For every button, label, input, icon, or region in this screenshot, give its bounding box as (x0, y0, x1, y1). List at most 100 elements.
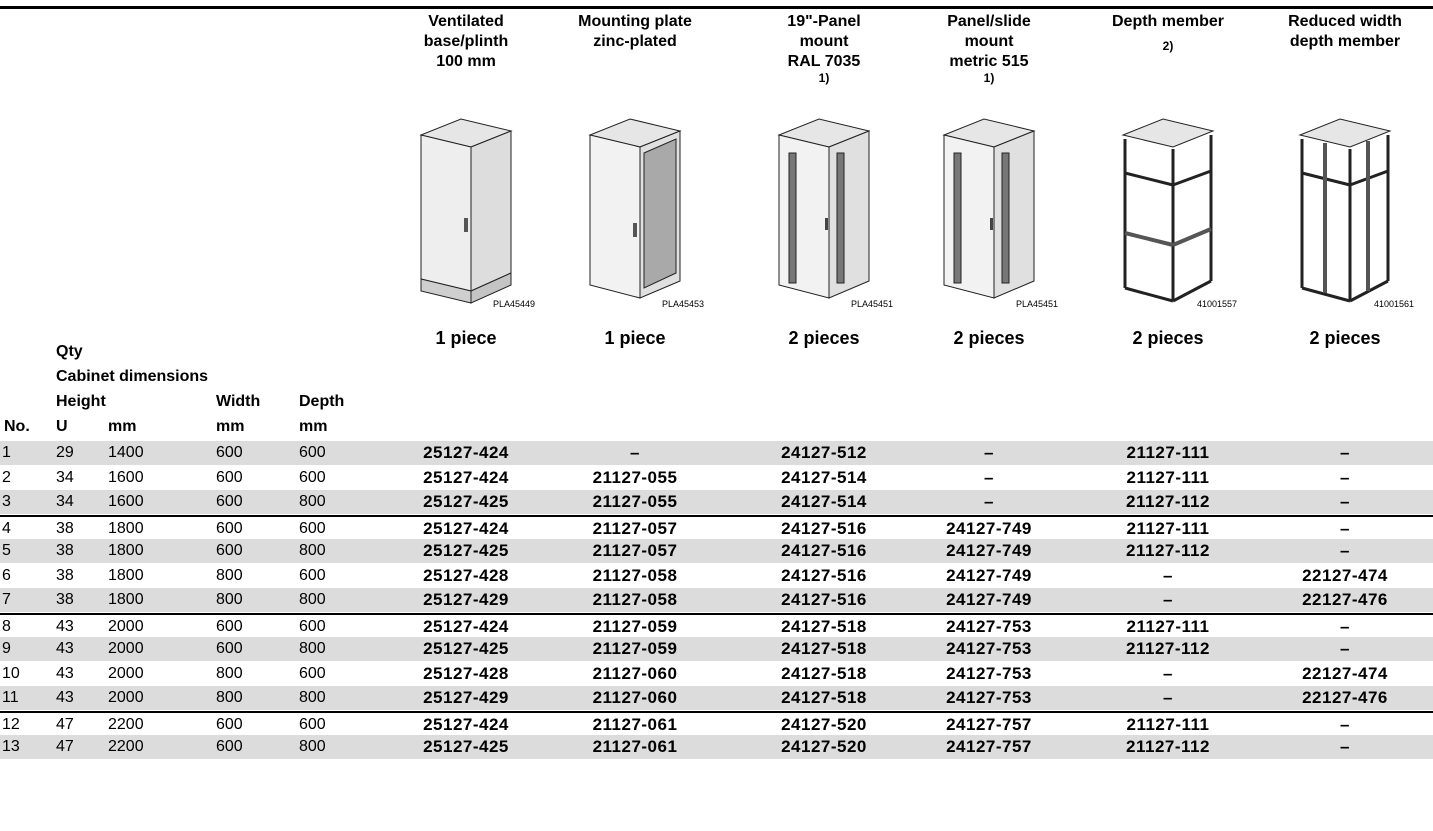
cell-depth: 600 (299, 468, 326, 486)
cell-u: 43 (56, 689, 74, 706)
part-number-cell: 21127-055 (592, 492, 678, 511)
part-number-cell: 24127-516 (781, 565, 867, 585)
cell-depth: 800 (299, 591, 326, 608)
cell-height: 2000 (108, 617, 144, 635)
part-number-cell: 25127-425 (423, 639, 509, 658)
part-number-cell: 21127-111 (1126, 518, 1210, 538)
part-number-cell: 21127-112 (1126, 492, 1210, 511)
cell-depth: 800 (299, 738, 326, 755)
width-label: Width (216, 393, 261, 410)
part-number-cell: – (1340, 737, 1350, 756)
part-number-cell: 21127-057 (592, 518, 678, 538)
image-code: PLA45449 (492, 299, 535, 309)
part-number-cell: 21127-061 (592, 714, 678, 734)
cabinet-illustration-5: 41001557 (1099, 113, 1237, 313)
part-number-cell: – (1340, 492, 1350, 511)
cell-height: 2000 (108, 640, 144, 657)
cell-depth: 600 (299, 715, 326, 733)
part-number-cell: 22127-476 (1302, 688, 1388, 707)
cell-height: 1800 (108, 519, 144, 537)
image-code: 41001561 (1373, 299, 1414, 309)
qty-value-5: 2 pieces (1132, 328, 1204, 348)
cell-width: 600 (216, 738, 243, 755)
cell-height: 1800 (108, 566, 144, 584)
column-header-2: Mounting plate zinc-plated (555, 12, 715, 52)
cell-u: 47 (56, 715, 74, 733)
cell-no: 2 (2, 468, 11, 486)
cabinet-illustration-4: PLA45451 (920, 113, 1058, 313)
cell-depth: 600 (299, 444, 326, 461)
cell-width: 600 (216, 542, 243, 559)
part-number-cell: – (1340, 541, 1350, 560)
cell-no: 9 (2, 640, 11, 657)
column-title-line: mount (799, 33, 849, 50)
qty-value-1: 1 piece (435, 328, 497, 348)
part-number-cell: 25127-425 (423, 541, 509, 560)
column-title-line: 100 mm (436, 53, 496, 70)
cell-height: 2000 (108, 689, 144, 706)
cell-width: 600 (216, 444, 243, 461)
part-number-cell: 24127-518 (781, 663, 867, 683)
part-number-cell: – (1340, 639, 1350, 658)
part-number-cell: 24127-512 (781, 443, 867, 462)
table-row: 7 38 1800 800 800 25127-429 21127-058 24127-516… (0, 588, 1433, 612)
table-row: 4 38 1800 600 600 25127-424 21127-057 24127-516… (0, 514, 1433, 541)
cell-no: 12 (2, 715, 20, 733)
table-row: 1 29 1400 600 600 25127-424 – 24127-512 – 21127-1… (0, 441, 1433, 465)
cell-no: 1 (2, 444, 11, 461)
qty-value-3: 2 pieces (788, 328, 860, 348)
part-number-cell: – (1163, 663, 1173, 683)
part-number-cell: – (1340, 714, 1350, 734)
column-header-5: Depth member 2) (1093, 12, 1243, 53)
cell-width: 600 (216, 715, 243, 733)
cell-depth: 600 (299, 617, 326, 635)
column-header-6: Reduced width depth member (1265, 12, 1425, 52)
part-number-cell: 21127-112 (1126, 639, 1210, 658)
table-row: 9 43 2000 600 800 25127-425 21127-059 24127-518… (0, 637, 1433, 661)
cell-u: 34 (56, 468, 74, 486)
cell-width: 600 (216, 640, 243, 657)
column-title-line: Depth member (1111, 13, 1225, 30)
cell-no: 3 (2, 493, 11, 510)
part-number-cell: – (1163, 688, 1173, 707)
cell-height: 2200 (108, 715, 144, 733)
part-number-cell: 25127-425 (423, 737, 509, 756)
cell-height: 1800 (108, 542, 144, 559)
table-row: 12 47 2200 600 600 25127-424 21127-061 24127-52… (0, 710, 1433, 737)
part-number-cell: 21127-111 (1126, 443, 1210, 462)
column-title-line: zinc-plated (593, 33, 677, 50)
part-number-cell: 22127-474 (1302, 663, 1388, 683)
table-row: 10 43 2000 800 600 25127-428 21127-060 24127-51… (0, 662, 1433, 686)
column-title-line: 19"-Panel (787, 13, 861, 30)
image-code: 41001557 (1196, 299, 1237, 309)
part-number-cell: 25127-424 (423, 467, 509, 487)
part-number-cell: 21127-111 (1126, 467, 1210, 487)
top-rule (0, 6, 1433, 9)
part-number-cell: 25127-429 (423, 590, 509, 609)
cell-depth: 800 (299, 542, 326, 559)
height-label: Height (56, 393, 106, 410)
cabinet-illustration-2: PLA45453 (566, 113, 704, 313)
image-code: PLA45451 (850, 299, 893, 309)
column-header-1: Ventilated base/plinth 100 mm (391, 12, 541, 72)
column-title-line: metric 515 (949, 53, 1029, 70)
cell-depth: 600 (299, 664, 326, 682)
image-code: PLA45451 (1015, 299, 1058, 309)
part-number-cell: – (1340, 518, 1350, 538)
part-number-cell: 21127-055 (592, 467, 678, 487)
cell-no: 10 (2, 664, 20, 682)
cell-u: 29 (56, 444, 74, 461)
part-number-cell: 24127-516 (781, 541, 867, 560)
qty-value-4: 2 pieces (953, 328, 1025, 348)
part-number-cell: 25127-424 (423, 714, 509, 734)
part-number-cell: 25127-425 (423, 492, 509, 511)
cell-width: 800 (216, 689, 243, 706)
part-number-cell: 24127-520 (781, 714, 867, 734)
table-row: 6 38 1800 800 600 25127-428 21127-058 24127-516… (0, 564, 1433, 588)
cell-no: 5 (2, 542, 11, 559)
part-number-cell: 25127-428 (423, 565, 509, 585)
part-number-cell: 24127-514 (781, 467, 867, 487)
part-number-cell: 25127-428 (423, 663, 509, 683)
cabinet-illustration-3: PLA45451 (755, 113, 893, 313)
cell-u: 34 (56, 493, 74, 510)
